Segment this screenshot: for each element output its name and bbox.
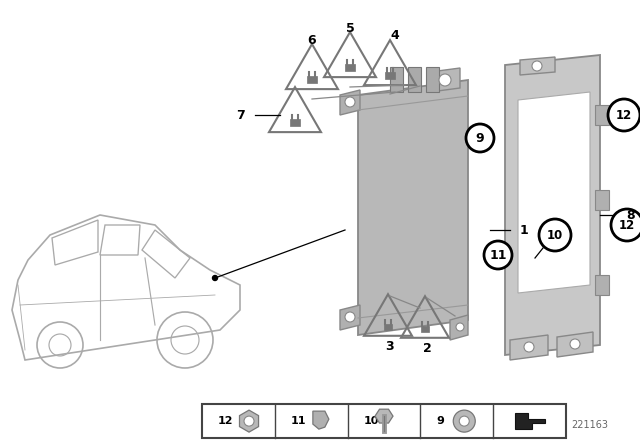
Text: 10: 10 <box>364 416 379 426</box>
Circle shape <box>524 342 534 352</box>
Polygon shape <box>510 335 548 360</box>
Text: 221163: 221163 <box>571 420 608 430</box>
Polygon shape <box>358 80 468 335</box>
Text: 10: 10 <box>547 228 563 241</box>
Text: 4: 4 <box>390 29 399 42</box>
Bar <box>595 190 609 210</box>
Polygon shape <box>515 413 545 429</box>
Circle shape <box>539 219 571 251</box>
Polygon shape <box>239 410 259 432</box>
Circle shape <box>608 99 640 131</box>
Circle shape <box>212 276 218 280</box>
Polygon shape <box>450 315 468 340</box>
Text: 6: 6 <box>308 34 316 47</box>
Circle shape <box>456 323 464 331</box>
Text: 12: 12 <box>619 219 635 232</box>
Text: 1: 1 <box>520 224 529 237</box>
Circle shape <box>484 241 512 269</box>
Bar <box>307 76 317 83</box>
Bar <box>385 72 394 79</box>
Polygon shape <box>430 68 460 92</box>
Bar <box>291 119 300 126</box>
Polygon shape <box>375 409 393 423</box>
Bar <box>595 105 609 125</box>
Text: 12: 12 <box>616 108 632 121</box>
Circle shape <box>244 416 254 426</box>
Polygon shape <box>340 90 360 115</box>
Circle shape <box>345 312 355 322</box>
Circle shape <box>466 124 494 152</box>
Text: 11: 11 <box>489 249 507 262</box>
Bar <box>408 67 421 92</box>
Bar <box>384 323 392 330</box>
Text: 9: 9 <box>476 132 484 145</box>
Text: 8: 8 <box>626 208 635 221</box>
Polygon shape <box>313 411 329 429</box>
Circle shape <box>460 416 469 426</box>
Circle shape <box>570 339 580 349</box>
Polygon shape <box>518 92 590 293</box>
Circle shape <box>611 209 640 241</box>
Polygon shape <box>557 332 593 357</box>
Text: 7: 7 <box>236 108 245 121</box>
Bar <box>421 326 429 332</box>
Circle shape <box>453 410 476 432</box>
Bar <box>426 67 439 92</box>
Bar <box>202 404 566 438</box>
Bar <box>390 67 403 92</box>
Bar <box>346 64 355 71</box>
Circle shape <box>439 74 451 86</box>
Polygon shape <box>505 55 600 355</box>
Polygon shape <box>340 305 360 330</box>
Text: 3: 3 <box>386 340 394 353</box>
Text: 12: 12 <box>218 416 233 426</box>
Text: 5: 5 <box>346 22 355 34</box>
Text: 9: 9 <box>436 416 444 426</box>
Bar <box>595 275 609 295</box>
Circle shape <box>345 97 355 107</box>
Text: 11: 11 <box>291 416 306 426</box>
Circle shape <box>532 61 542 71</box>
Text: 2: 2 <box>422 341 431 354</box>
Polygon shape <box>520 57 555 75</box>
